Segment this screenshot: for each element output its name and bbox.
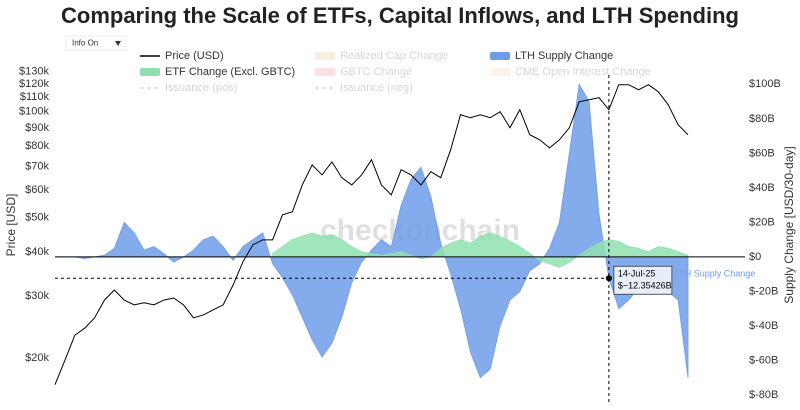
y-axis-title: Price [USD]	[4, 194, 18, 257]
dropdown-arrow[interactable]	[115, 41, 121, 46]
y2-tick-label: $100B	[749, 78, 781, 90]
y2-axis-title: Supply Change [USD/30-day]	[782, 146, 796, 303]
legend-label[interactable]: Realized Cap Change	[340, 50, 448, 62]
legend-label[interactable]: Issuance (pos)	[165, 82, 237, 94]
hover-point	[605, 275, 612, 282]
tooltip-series: LTH Supply Change	[675, 269, 755, 279]
legend-label[interactable]: GBTC Change	[340, 66, 412, 78]
y-tick-label: $50k	[25, 212, 49, 224]
tooltip-box	[613, 265, 673, 295]
tooltip-date: 14-Jul-25	[618, 269, 656, 279]
legend-label[interactable]: LTH Supply Change	[515, 50, 613, 62]
legend-label[interactable]: Issuance (neg)	[340, 82, 413, 94]
area	[272, 232, 689, 268]
y2-tick-label: $0	[749, 251, 761, 263]
legend-item[interactable]: Realized Cap Change	[315, 50, 448, 62]
y-tick-label: $40k	[25, 246, 49, 258]
y2-tick-label: $40B	[749, 182, 775, 194]
y2-tick-label: $-20B	[749, 285, 778, 297]
legend-swatch[interactable]	[315, 52, 335, 60]
legend-item[interactable]: ETF Change (Excl. GBTC)	[140, 66, 295, 78]
y-tick-label: $120k	[19, 78, 49, 90]
y2-tick-label: $80B	[749, 113, 775, 125]
y2-tick-label: $-80B	[749, 389, 778, 401]
info-toggle-label[interactable]: Info On	[72, 39, 98, 48]
y2-tick-label: $-40B	[749, 320, 778, 332]
y2-tick-label: $20B	[749, 216, 775, 228]
y-tick-label: $30k	[25, 290, 49, 302]
legend-swatch[interactable]	[490, 68, 510, 76]
legend-item[interactable]: CME Open Interest Change	[490, 66, 651, 78]
legend-swatch[interactable]	[490, 52, 510, 60]
area	[55, 83, 689, 379]
legend-item[interactable]: GBTC Change	[315, 66, 412, 78]
y-tick-label: $60k	[25, 184, 49, 196]
legend-label[interactable]: Price (USD)	[165, 50, 224, 62]
y-tick-label: $130k	[19, 66, 49, 78]
y-tick-label: $110k	[20, 91, 50, 103]
info-toggle[interactable]: Info On	[65, 35, 127, 51]
y2-tick-label: $-60B	[749, 354, 778, 366]
legend-item[interactable]: LTH Supply Change	[490, 50, 613, 62]
legend-item[interactable]: Issuance (neg)	[315, 82, 413, 94]
legend-item[interactable]: Issuance (pos)	[140, 82, 237, 94]
legend-swatch[interactable]	[140, 68, 160, 76]
legend-label[interactable]: ETF Change (Excl. GBTC)	[165, 66, 295, 78]
chart-title: Comparing the Scale of ETFs, Capital Inf…	[61, 3, 739, 28]
tooltip-value: $−12.35426B	[618, 281, 672, 291]
y-tick-label: $90k	[25, 122, 49, 134]
legend-item[interactable]: Price (USD)	[140, 50, 224, 62]
y-tick-label: $20k	[25, 352, 49, 364]
legend-label[interactable]: CME Open Interest Change	[515, 66, 651, 78]
y2-tick-label: $60B	[749, 147, 775, 159]
y-tick-label: $70k	[25, 160, 49, 172]
info-toggle-box[interactable]	[65, 35, 127, 51]
y-tick-label: $100k	[19, 106, 49, 118]
price-line	[54, 84, 689, 385]
y-tick-label: $80k	[25, 140, 49, 152]
legend-swatch[interactable]	[315, 68, 335, 76]
